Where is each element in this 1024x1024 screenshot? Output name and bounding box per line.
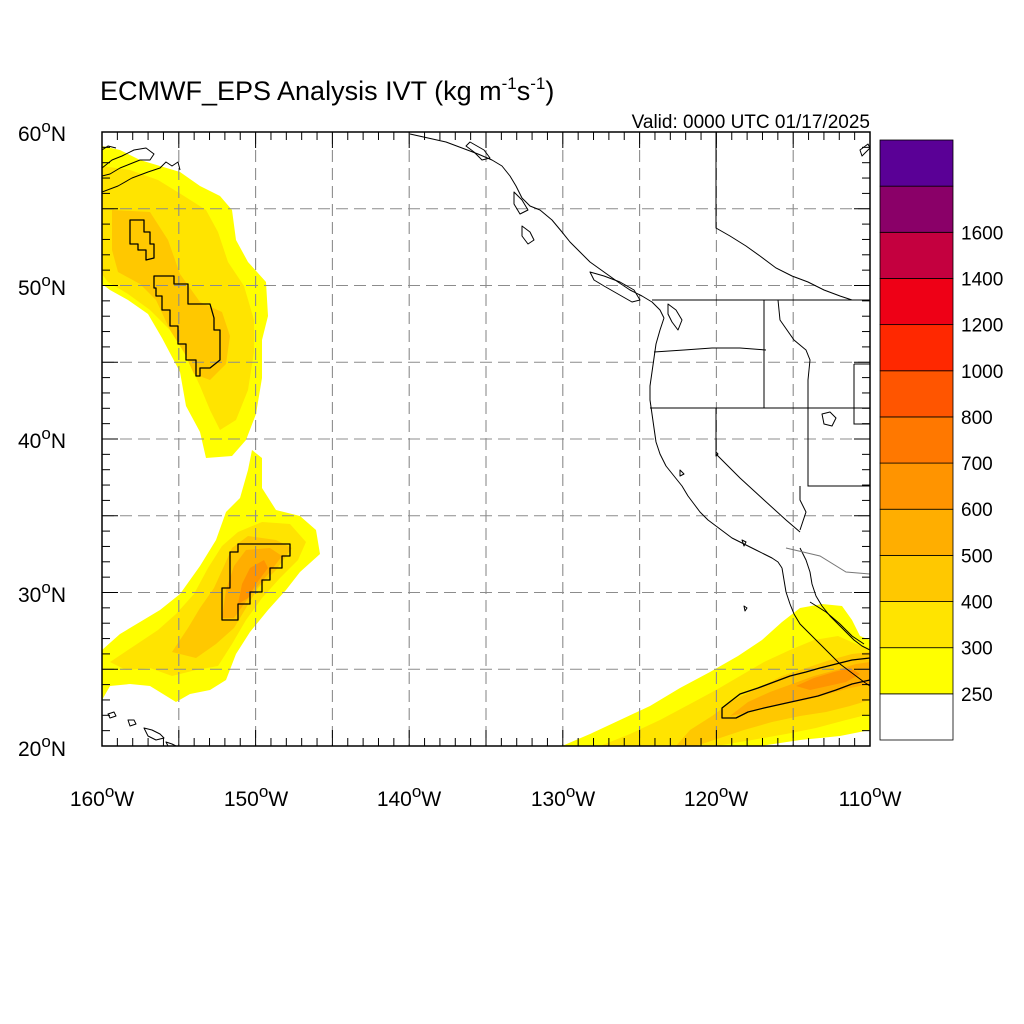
title-suffix: ) [545,76,554,106]
colorbar-swatch [879,370,954,418]
ivt-shade-region [600,636,870,746]
colorbar-label: 1600 [961,223,1003,244]
colorbar-label: 250 [961,685,993,706]
map-panel [102,132,870,746]
valid-time: Valid: 0000 UTC 01/17/2025 [632,112,870,133]
axis-ticks [101,131,871,747]
lon-label-120: 120oW [684,782,749,811]
title-exp1: -1 [502,74,517,93]
colorbar-swatch [879,324,954,372]
colorbar-swatch [879,601,954,649]
colorbar-swatch [879,647,954,695]
lat-label-20: 20oN [18,732,66,761]
coastlines [102,133,870,746]
colorbar-swatch [879,462,954,510]
colorbar-label: 500 [961,546,993,567]
lat-label-30: 30oN [18,578,66,607]
contour-500 [129,219,870,719]
colorbar-swatch [879,139,954,187]
lon-label-150: 150oW [224,782,289,811]
colorbar: 250 300 400 500 600 700 800 1000 1200 1400 1600 [879,139,1003,741]
ivt-shade-region [796,668,860,690]
ivt-shade-region [238,560,268,604]
colorbar-label: 1200 [961,316,1003,337]
colorbar-swatch [879,231,954,279]
ivt-shade-region [112,210,230,380]
graticule [102,132,870,746]
colorbar-label: 300 [961,639,993,660]
lon-label-160: 160oW [70,782,135,811]
figure-title: ECMWF_EPS Analysis IVT (kg m-1s-1) [100,74,554,106]
lon-label-130: 130oW [531,782,596,811]
lon-label-140: 140oW [377,782,442,811]
lat-labels: 60oN 50oN 40oN 30oN 20oN [18,117,66,761]
lat-label-50: 50oN [18,271,66,300]
political-borders [650,132,870,645]
colorbar-label: 1000 [961,362,1003,383]
lat-label-40: 40oN [18,424,66,453]
title-prefix: ECMWF_EPS Analysis IVT (kg m [100,76,502,106]
colorbar-swatch [879,508,954,556]
lat-label-60: 60oN [18,117,66,146]
title-exp2: -1 [530,74,545,93]
lon-labels: 160oW 150oW 140oW 130oW 120oW 110oW [70,782,902,811]
colorbar-label: 400 [961,593,993,614]
colorbar-swatch [879,693,954,741]
colorbar-label: 1400 [961,269,1003,290]
colorbar-swatch [879,278,954,326]
colorbar-label: 800 [961,408,993,429]
colorbar-label: 700 [961,454,993,475]
lon-label-110: 110oW [839,782,902,811]
colorbar-swatch [879,185,954,233]
colorbar-swatch [879,554,954,602]
colorbar-swatch [879,416,954,464]
title-mid: s [517,76,531,106]
colorbar-label: 600 [961,500,993,521]
